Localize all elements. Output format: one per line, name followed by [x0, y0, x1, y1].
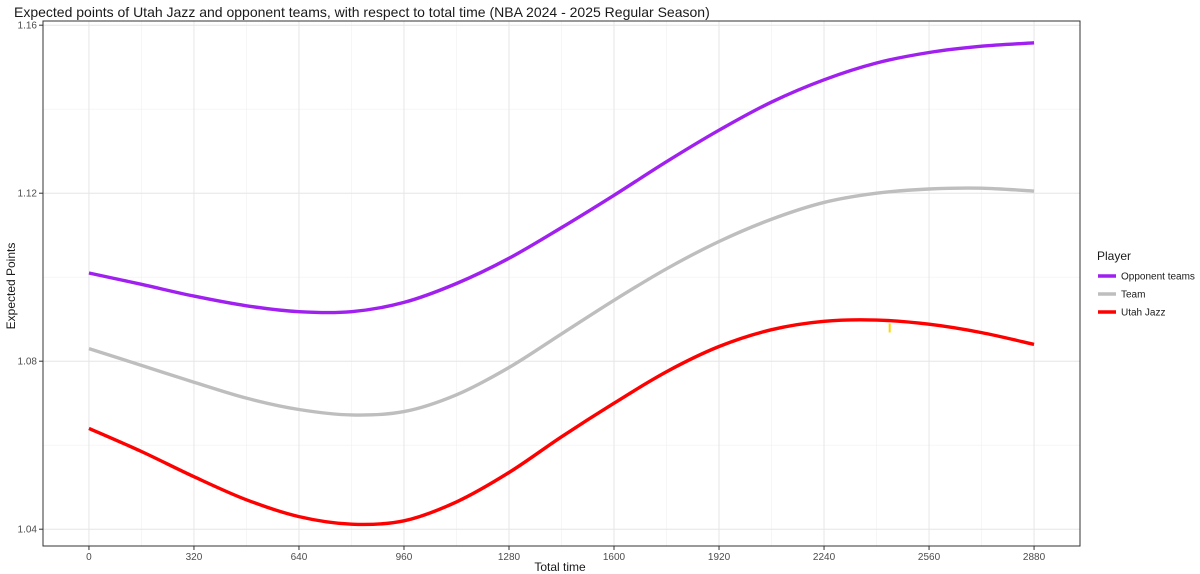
x-tick-label: 640	[291, 552, 308, 563]
grid	[43, 21, 1080, 546]
x-axis: 0 320 640 960 1280 1600 1920 2240 2560 2880	[86, 546, 1046, 563]
legend-items: Opponent teams Team Utah Jazz	[1098, 272, 1195, 319]
legend-label: Utah Jazz	[1121, 308, 1165, 319]
x-axis-title: Total time	[534, 560, 586, 574]
legend-title: Player	[1097, 249, 1131, 263]
legend: Player Opponent teams Team Utah Jazz	[1097, 249, 1195, 319]
legend-label: Team	[1121, 290, 1145, 301]
y-axis-title: Expected Points	[4, 243, 18, 330]
x-tick-label: 320	[186, 552, 203, 563]
plot-area	[42, 20, 1081, 547]
y-tick-label: 1.12	[18, 189, 38, 200]
plot-border	[42, 20, 1081, 547]
series-lines	[88, 41, 1035, 527]
x-tick-label: 960	[396, 552, 413, 563]
x-tick-label: 1600	[603, 552, 626, 563]
series-line-opponent-teams	[88, 41, 1035, 315]
chart-title: Expected points of Utah Jazz and opponen…	[14, 4, 710, 20]
y-axis: 1.04 1.08 1.12 1.16	[18, 21, 43, 536]
y-tick-label: 1.08	[18, 357, 38, 368]
y-tick-label: 1.04	[18, 525, 38, 536]
y-tick-label: 1.16	[18, 21, 38, 32]
x-tick-label: 2880	[1023, 552, 1046, 563]
x-tick-label: 2560	[918, 552, 941, 563]
x-tick-label: 0	[86, 552, 92, 563]
series-line-utah-jazz	[88, 318, 1035, 527]
series-line-team	[88, 186, 1035, 417]
legend-label: Opponent teams	[1121, 272, 1195, 283]
x-tick-label: 1920	[708, 552, 731, 563]
x-tick-label: 2240	[813, 552, 836, 563]
x-tick-label: 1280	[498, 552, 521, 563]
